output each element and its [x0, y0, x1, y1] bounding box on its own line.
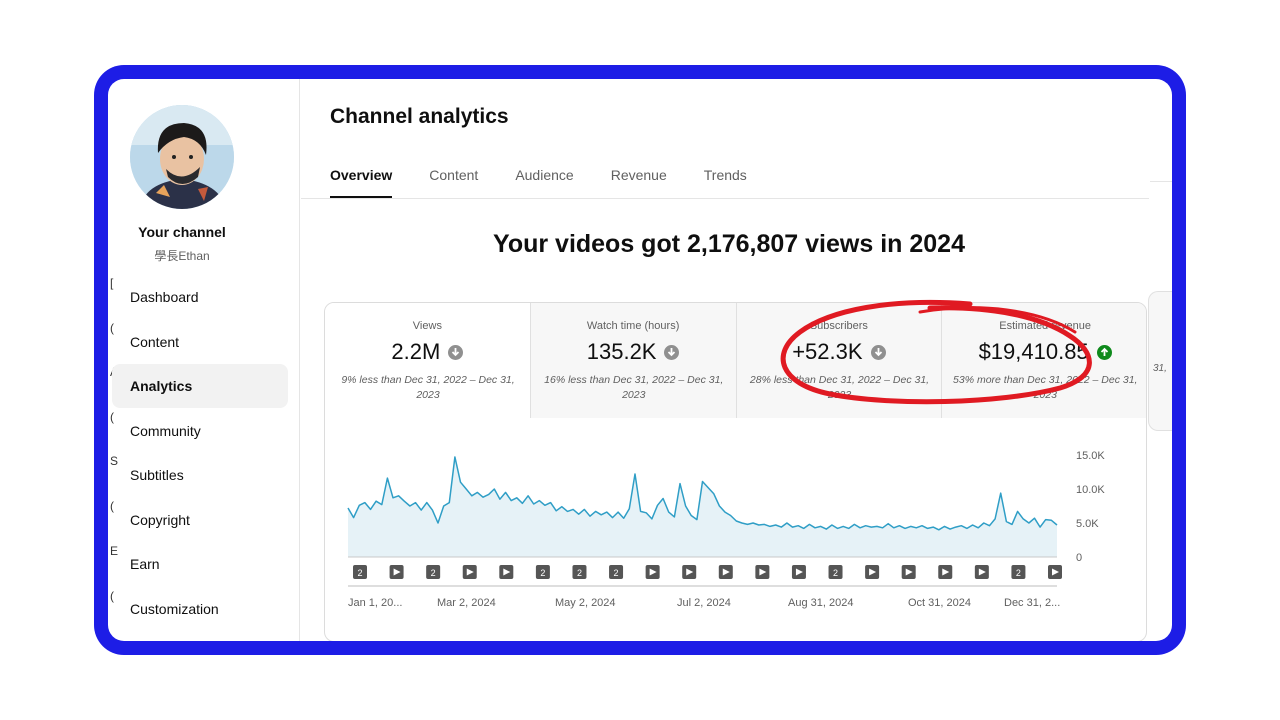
play-icon — [759, 568, 767, 576]
tab-trends[interactable]: Trends — [703, 167, 747, 183]
video-marker — [572, 565, 587, 579]
play-icon — [869, 568, 877, 576]
collapsed-nav-glyph: ( — [110, 499, 114, 513]
studio-screen: Your channel 學長Ethan [ ( A ( S ( E ( Das… — [108, 79, 1172, 641]
channel-title: Your channel — [138, 224, 226, 240]
collapsed-nav-glyph: ( — [110, 589, 114, 603]
video-marker-count: 2 — [833, 568, 838, 578]
next-metric-card-text: 31, — [1153, 363, 1167, 374]
video-marker — [353, 565, 367, 579]
sidebar-item-earn[interactable]: Earn — [130, 556, 160, 572]
video-marker — [426, 565, 441, 579]
y-tick-label: 10.0K — [1076, 484, 1105, 496]
channel-handle: 學長Ethan — [154, 249, 210, 263]
metric-views[interactable]: Views 2.2M 9% less than Dec 31, 2022 – D… — [325, 303, 531, 418]
tab-bar: Overview Content Audience Revenue Trends — [330, 167, 784, 198]
tab-divider — [301, 198, 1149, 199]
views-chart[interactable]: 15.0K 10.0K 5.0K 0 2 2 2 2 2 2 2 Jan 1, 20... Mar 2,… — [325, 418, 1147, 641]
play-icon — [905, 568, 913, 576]
x-tick-label: Aug 31, 2024 — [788, 597, 853, 609]
video-marker-count: 2 — [431, 568, 436, 578]
sidebar: Your channel 學長Ethan [ ( A ( S ( E ( Das… — [108, 79, 300, 641]
metric-value: +52.3K — [792, 339, 863, 364]
y-tick-label: 5.0K — [1076, 518, 1099, 530]
arrow-down-icon — [664, 344, 680, 360]
sidebar-item-community[interactable]: Community — [130, 423, 201, 439]
x-tick-label: Mar 2, 2024 — [437, 597, 496, 609]
next-metric-card[interactable] — [1148, 291, 1172, 431]
metric-value: 2.2M — [391, 339, 441, 364]
sidebar-item-copyright[interactable]: Copyright — [130, 512, 190, 528]
play-icon — [1052, 568, 1059, 576]
play-icon — [722, 568, 730, 576]
play-icon — [795, 568, 803, 576]
video-marker-count: 2 — [357, 568, 362, 578]
video-marker — [609, 565, 624, 579]
tab-overview[interactable]: Overview — [330, 167, 393, 198]
arrow-down-icon — [448, 344, 464, 360]
x-tick-label: Jul 2, 2024 — [677, 597, 731, 609]
sidebar-item-dashboard[interactable]: Dashboard — [130, 289, 199, 305]
tab-content[interactable]: Content — [429, 167, 479, 183]
presentation-frame: Your channel 學長Ethan [ ( A ( S ( E ( Das… — [94, 65, 1186, 655]
metric-comparison: 53% more than Dec 31, 2022 – Dec 31, 202… — [953, 374, 1138, 401]
collapsed-nav-glyph: E — [110, 544, 119, 558]
metric-value: $19,410.85 — [978, 339, 1089, 364]
sidebar-item-analytics[interactable]: Analytics — [112, 364, 288, 408]
play-icon — [649, 568, 657, 576]
metric-label: Watch time (hours) — [586, 320, 680, 332]
x-tick-label: Jan 1, 20... — [348, 597, 402, 609]
metric-label: Views — [412, 320, 442, 332]
panel-divider — [1150, 181, 1172, 182]
metric-comparison: 28% less than Dec 31, 2022 – Dec 31, 202… — [749, 374, 930, 401]
y-tick-label: 15.0K — [1076, 450, 1105, 462]
video-marker-count: 2 — [540, 568, 545, 578]
x-tick-label: Oct 31, 2024 — [908, 597, 971, 609]
metric-comparison: 16% less than Dec 31, 2022 – Dec 31, 202… — [544, 374, 724, 401]
collapsed-nav-glyph: ( — [110, 321, 114, 335]
metrics-card: Views 2.2M 9% less than Dec 31, 2022 – D… — [324, 302, 1147, 641]
video-marker-count: 2 — [614, 568, 619, 578]
metric-label: Subscribers — [809, 320, 868, 332]
arrow-down-icon — [870, 344, 886, 360]
metric-label: Estimated revenue — [999, 320, 1091, 332]
video-marker — [535, 565, 550, 579]
tab-audience[interactable]: Audience — [515, 167, 574, 183]
play-icon — [503, 568, 511, 576]
metric-subscribers[interactable]: Subscribers +52.3K 28% less than Dec 31,… — [736, 303, 943, 418]
collapsed-nav-glyph: ( — [110, 410, 114, 424]
views-headline: Your videos got 2,176,807 views in 2024 — [493, 230, 965, 258]
x-tick-label: Dec 31, 2... — [1004, 597, 1060, 609]
metric-comparison: 9% less than Dec 31, 2022 – Dec 31, 2023 — [341, 374, 515, 401]
x-tick-label: May 2, 2024 — [555, 597, 616, 609]
metric-value: 135.2K — [586, 339, 657, 364]
metric-watch-time[interactable]: Watch time (hours) 135.2K 16% less than … — [530, 303, 737, 418]
play-icon — [393, 568, 401, 576]
collapsed-nav-glyph: S — [110, 454, 119, 468]
video-marker — [828, 565, 843, 579]
sidebar-item-content[interactable]: Content — [130, 334, 180, 350]
sidebar-item-customization[interactable]: Customization — [130, 601, 219, 617]
metric-estimated-revenue[interactable]: Estimated revenue $19,410.85 53% more th… — [942, 303, 1146, 418]
metric-tabs: Views 2.2M 9% less than Dec 31, 2022 – D… — [325, 303, 1146, 418]
video-marker-count: 2 — [577, 568, 582, 578]
avatar[interactable] — [130, 105, 234, 209]
main-content: Channel analytics Overview Content Audie… — [301, 79, 1172, 641]
chart-series-line — [347, 456, 1058, 531]
y-tick-label: 0 — [1076, 552, 1082, 564]
arrow-up-icon — [1096, 344, 1112, 360]
collapsed-nav-glyph: [ — [110, 276, 114, 290]
page-title: Channel analytics — [330, 105, 509, 128]
play-icon — [466, 568, 474, 576]
avatar-photo — [130, 105, 234, 209]
video-marker-count: 2 — [1016, 568, 1021, 578]
sidebar-item-subtitles[interactable]: Subtitles — [130, 467, 184, 483]
play-icon — [978, 568, 986, 576]
chart-area-fill — [348, 457, 1057, 557]
tab-revenue[interactable]: Revenue — [610, 167, 667, 183]
play-icon — [942, 568, 950, 576]
video-marker — [1011, 565, 1026, 579]
play-icon — [686, 568, 694, 576]
